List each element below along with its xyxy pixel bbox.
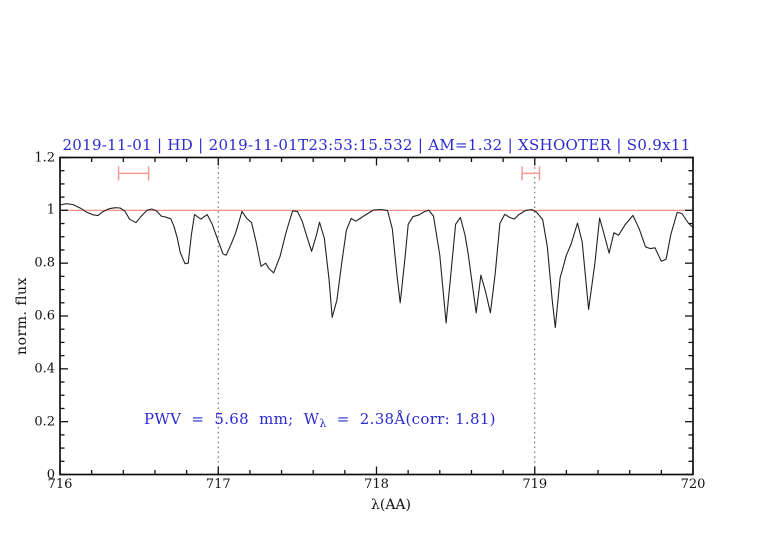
y-tick-label: 0: [46, 467, 55, 482]
y-tick-label: 0.2: [34, 414, 55, 430]
x-tick-label: 720: [680, 477, 706, 492]
plot-title: 2019-11-01 | HD | 2019-11-01T23:53:15.53…: [62, 136, 691, 154]
x-tick-label: 717: [205, 477, 231, 492]
spectrum-line: [59, 203, 694, 329]
x-tick-label: 719: [522, 477, 548, 492]
y-tick-label: 0.6: [34, 308, 55, 324]
pwv-annotation-text: PWV = 5.68 mm; W: [144, 410, 320, 428]
pwv-annotation-text-2: = 2.38Å(corr: 1.81): [326, 410, 496, 428]
pwv-annotation: PWV = 5.68 mm; Wλ = 2.38Å(corr: 1.81): [144, 410, 496, 430]
y-tick-label: 1: [46, 202, 55, 218]
x-axis-label: λ(AA): [370, 497, 412, 513]
y-tick-label: 0.8: [34, 255, 55, 271]
x-tick-label: 718: [364, 477, 389, 492]
y-tick-label: 1.2: [34, 150, 55, 165]
y-tick-label: 0.4: [34, 361, 55, 377]
x-tick-label: 716: [47, 477, 73, 492]
lambda-subscript: λ: [319, 417, 327, 430]
